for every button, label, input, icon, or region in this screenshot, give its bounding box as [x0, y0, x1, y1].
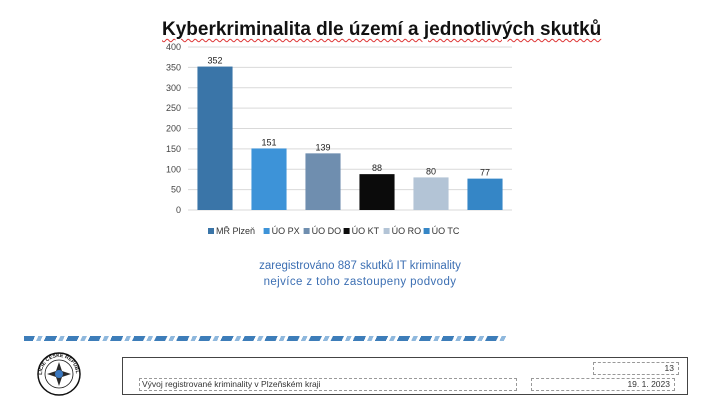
footer: 13 Vývoj registrované kriminality v Plze… — [122, 357, 688, 395]
legend-swatch — [423, 228, 430, 234]
data-label: 88 — [372, 163, 382, 173]
bar — [413, 177, 449, 210]
legend-swatch — [208, 228, 214, 234]
legend-entry: ÚO KT — [352, 226, 380, 236]
y-tick-label: 100 — [166, 164, 181, 174]
footer-date: 19. 1. 2023 — [531, 378, 675, 391]
y-tick-label: 50 — [171, 185, 181, 195]
decorative-stripe — [24, 336, 506, 341]
data-label: 151 — [261, 137, 276, 147]
legend-entry: MŘ Plzeň — [216, 226, 255, 236]
legend-entry: ÚO TC — [432, 226, 460, 236]
data-label: 80 — [426, 166, 436, 176]
y-tick-label: 350 — [166, 62, 181, 72]
legend-swatch — [383, 228, 390, 234]
legend-swatch — [263, 228, 270, 234]
chart-title: Kyberkriminalita dle území a jednotlivýc… — [162, 19, 602, 40]
y-tick-label: 150 — [166, 144, 181, 154]
bar — [359, 174, 395, 210]
bar — [467, 178, 503, 210]
legend-entry: ÚO PX — [272, 226, 300, 236]
summary-line-1: zaregistrováno 887 skutků IT kriminality — [259, 260, 461, 272]
y-tick-label: 400 — [166, 42, 181, 52]
legend-entry: ÚO RO — [392, 226, 422, 236]
y-tick-label: 0 — [176, 205, 181, 215]
bar — [197, 66, 233, 210]
y-tick-label: 200 — [166, 124, 181, 134]
data-label: 352 — [207, 56, 222, 66]
police-logo: POLICIE ČESKÉ REPUBLIKY — [36, 351, 81, 396]
page-number: 13 — [593, 362, 679, 375]
data-label: 77 — [480, 168, 490, 178]
y-tick-label: 300 — [166, 83, 181, 93]
legend-swatch — [343, 228, 350, 234]
document-title: Vývoj registrované kriminality v Plzeňsk… — [139, 378, 517, 391]
bar — [305, 153, 341, 210]
legend-entry: ÚO DO — [312, 226, 342, 236]
legend-swatch — [303, 228, 310, 234]
bar — [251, 148, 287, 210]
bar-chart: 0 50 100 150 200 250 300 350 400 352 151 139 88 80 77 M… — [166, 42, 512, 236]
summary-line-2: nejvíce z toho zastoupeny podvody — [263, 276, 457, 288]
y-tick-label: 250 — [166, 103, 181, 113]
data-label: 139 — [315, 142, 330, 152]
